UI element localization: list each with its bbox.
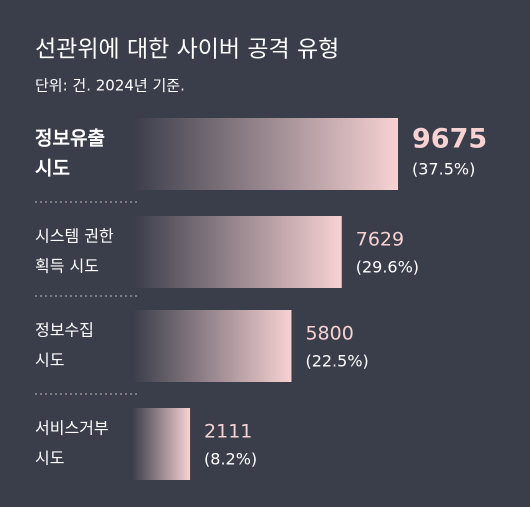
share-label: (22.5%): [305, 352, 368, 371]
bar: [132, 216, 342, 288]
value-label: 7629: [356, 229, 404, 251]
value-label: 9675: [412, 124, 487, 155]
category-label: 시도: [35, 351, 64, 370]
bar: [132, 408, 191, 480]
category-label: 시스템 권한: [35, 227, 114, 246]
bar: [132, 118, 398, 190]
category-label: 정보유출: [35, 128, 105, 150]
category-label: 획득 시도: [35, 257, 99, 276]
share-label: (8.2%): [204, 450, 257, 469]
category-label: 시도: [35, 449, 64, 468]
category-label: 시도: [35, 158, 70, 180]
chart-title: 선관위에 대한 사이버 공격 유형: [35, 37, 339, 63]
category-label: 서비스거부: [35, 419, 109, 438]
value-label: 2111: [204, 421, 252, 443]
chart-subtitle: 단위: 건. 2024년 기준.: [35, 77, 185, 95]
share-label: (37.5%): [412, 160, 475, 179]
share-label: (29.6%): [356, 258, 419, 277]
category-label: 정보수집: [35, 321, 94, 340]
bar: [132, 310, 292, 382]
value-label: 5800: [305, 323, 353, 345]
